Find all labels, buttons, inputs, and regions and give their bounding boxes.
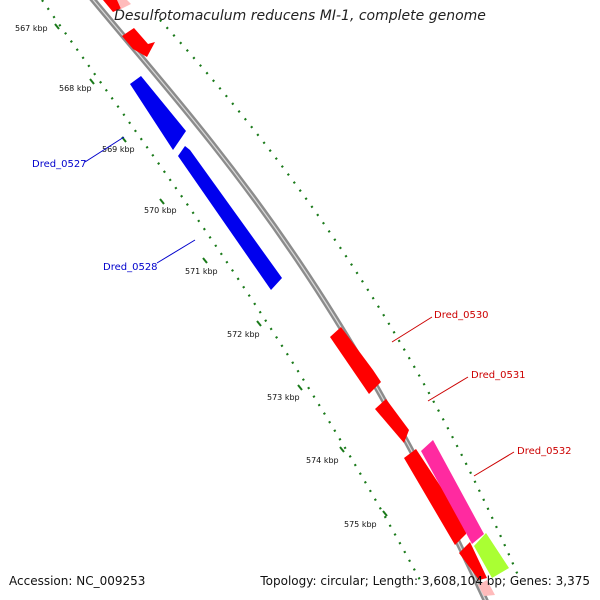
gene-arrow-forward[interactable]: [122, 28, 155, 57]
leader-line: [84, 136, 125, 163]
tick-mark: [339, 446, 345, 453]
leader-line: [473, 451, 515, 477]
gene-arrow-forward[interactable]: [404, 449, 466, 545]
tick-label: 573 kbp: [267, 393, 300, 402]
tick-label: 568 kbp: [59, 84, 92, 93]
tick-mark: [297, 384, 303, 391]
gene-label-dred-0530[interactable]: Dred_0530: [434, 310, 489, 321]
scale-ring-outer: [159, 19, 522, 581]
gene-labels: Dred_0527 Dred_0528 Dred_0530 Dred_0531 …: [32, 159, 572, 457]
tick-mark: [202, 257, 208, 264]
gene-label-dred-0528[interactable]: Dred_0528: [103, 262, 158, 273]
genome-summary-text: Topology: circular; Length: 3,608,104 bp…: [260, 574, 590, 588]
leader-line: [427, 376, 469, 402]
tick-label: 572 kbp: [227, 330, 260, 339]
tick-mark: [382, 510, 388, 517]
tick-label: 571 kbp: [185, 267, 218, 276]
scale-rings: [41, 0, 522, 581]
tick-label: 567 kbp: [15, 24, 48, 33]
gene-arrow-reverse[interactable]: [130, 76, 186, 150]
gene-arrow-forward[interactable]: [474, 533, 509, 578]
scale-ring-inner: [41, 0, 421, 581]
scale-tick-marks: [54, 23, 388, 517]
gene-arrow-forward[interactable]: [117, 0, 131, 9]
scale-tick-labels: 567 kbp 568 kbp 569 kbp 570 kbp 571 kbp …: [15, 24, 377, 529]
tick-mark: [256, 320, 262, 327]
tick-label: 569 kbp: [102, 145, 135, 154]
gene-arrow-forward[interactable]: [375, 399, 409, 443]
gene-arrow-forward[interactable]: [478, 580, 495, 596]
gene-label-dred-0527[interactable]: Dred_0527: [32, 159, 87, 170]
leader-line: [391, 316, 433, 343]
tick-label: 574 kbp: [306, 456, 339, 465]
tick-label: 570 kbp: [144, 206, 177, 215]
gene-arrow-forward[interactable]: [421, 440, 484, 544]
leader-line: [156, 239, 196, 264]
gene-label-dred-0532[interactable]: Dred_0532: [517, 446, 572, 457]
gene-leader-lines: [84, 136, 515, 477]
gene-arrow-reverse[interactable]: [178, 146, 282, 290]
map-title: Desulfotomaculum reducens MI-1, complete…: [114, 8, 486, 24]
accession-text: Accession: NC_009253: [9, 574, 146, 588]
tick-mark: [89, 78, 95, 85]
tick-mark: [159, 198, 165, 205]
gene-features: [103, 0, 509, 596]
tick-label: 575 kbp: [344, 520, 377, 529]
gene-label-dred-0531[interactable]: Dred_0531: [471, 370, 526, 381]
gene-arrow-forward[interactable]: [459, 542, 487, 580]
tick-mark: [54, 23, 60, 30]
gene-arrow-forward[interactable]: [330, 327, 381, 394]
